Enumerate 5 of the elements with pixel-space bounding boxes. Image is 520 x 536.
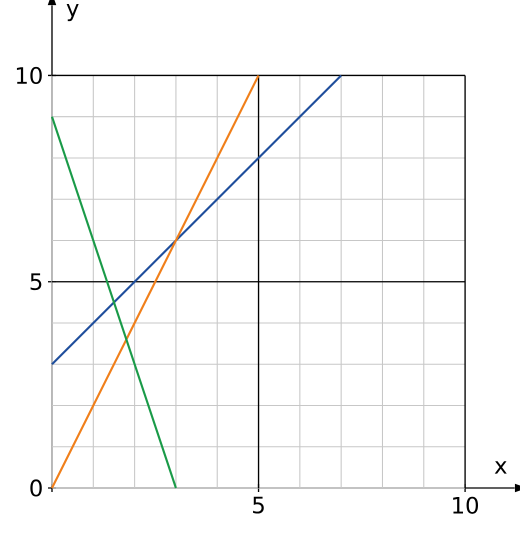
y-tick-label: 10 [16,66,42,84]
y-tick-label: 5 [30,273,42,290]
y-tick-label: 0 [30,479,42,497]
x-axis-title: x [494,461,507,474]
y-axis-title: y [66,4,79,22]
